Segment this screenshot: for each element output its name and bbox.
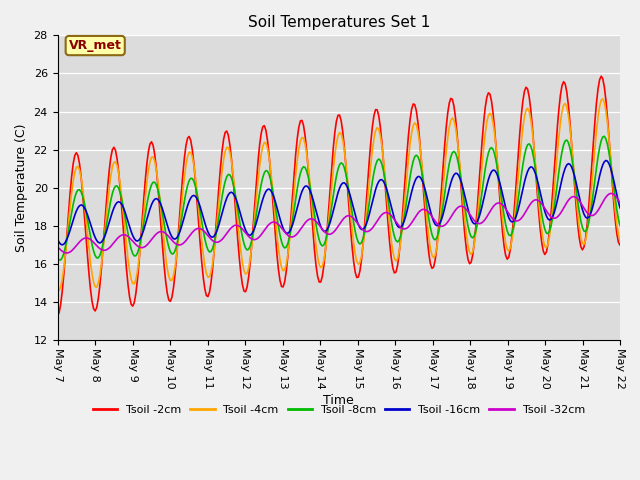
- Text: VR_met: VR_met: [68, 39, 122, 52]
- Tsoil -8cm: [242, 245, 250, 251]
- Tsoil -32cm: [63, 250, 71, 256]
- Tsoil -2cm: [597, 73, 605, 79]
- Tsoil -8cm: [616, 223, 624, 228]
- Tsoil -4cm: [124, 256, 132, 262]
- Tsoil -8cm: [251, 220, 259, 226]
- Tsoil -8cm: [124, 231, 132, 237]
- Y-axis label: Soil Temperature (C): Soil Temperature (C): [15, 124, 28, 252]
- Line: Tsoil -2cm: Tsoil -2cm: [58, 76, 620, 316]
- Tsoil -16cm: [223, 195, 230, 201]
- Tsoil -8cm: [57, 257, 65, 263]
- Tsoil -2cm: [616, 242, 624, 248]
- Tsoil -8cm: [223, 174, 230, 180]
- Tsoil -16cm: [301, 183, 309, 189]
- Tsoil -32cm: [223, 230, 230, 236]
- Line: Tsoil -8cm: Tsoil -8cm: [58, 136, 620, 260]
- Tsoil -16cm: [251, 224, 259, 230]
- Title: Soil Temperatures Set 1: Soil Temperatures Set 1: [248, 15, 430, 30]
- Tsoil -8cm: [301, 165, 309, 170]
- Tsoil -8cm: [600, 133, 608, 139]
- Tsoil -8cm: [54, 254, 61, 260]
- Tsoil -16cm: [242, 227, 250, 233]
- Tsoil -16cm: [616, 205, 624, 211]
- Tsoil -2cm: [300, 122, 307, 128]
- Line: Tsoil -16cm: Tsoil -16cm: [58, 160, 620, 245]
- Tsoil -4cm: [616, 237, 624, 243]
- Tsoil -2cm: [54, 313, 61, 319]
- Tsoil -2cm: [123, 266, 131, 272]
- Tsoil -4cm: [599, 96, 607, 102]
- Tsoil -16cm: [58, 242, 66, 248]
- Tsoil -32cm: [607, 191, 614, 196]
- Tsoil -4cm: [251, 211, 259, 217]
- Tsoil -2cm: [240, 288, 248, 294]
- Tsoil -32cm: [54, 244, 61, 250]
- Tsoil -2cm: [221, 130, 229, 135]
- Tsoil -32cm: [301, 220, 309, 226]
- Legend: Tsoil -2cm, Tsoil -4cm, Tsoil -8cm, Tsoil -16cm, Tsoil -32cm: Tsoil -2cm, Tsoil -4cm, Tsoil -8cm, Tsoi…: [88, 401, 589, 420]
- Tsoil -2cm: [585, 204, 593, 210]
- X-axis label: Time: Time: [323, 395, 354, 408]
- Tsoil -32cm: [586, 212, 594, 218]
- Tsoil -8cm: [586, 212, 594, 217]
- Tsoil -4cm: [55, 288, 63, 293]
- Tsoil -16cm: [586, 212, 594, 217]
- Tsoil -32cm: [251, 237, 259, 242]
- Tsoil -16cm: [602, 157, 610, 163]
- Tsoil -2cm: [250, 220, 257, 226]
- Line: Tsoil -4cm: Tsoil -4cm: [58, 99, 620, 290]
- Tsoil -4cm: [54, 287, 61, 293]
- Tsoil -4cm: [242, 271, 250, 277]
- Tsoil -32cm: [616, 200, 624, 206]
- Tsoil -16cm: [124, 219, 132, 225]
- Tsoil -4cm: [301, 141, 309, 146]
- Tsoil -16cm: [54, 237, 61, 242]
- Tsoil -4cm: [586, 201, 594, 206]
- Tsoil -32cm: [124, 234, 132, 240]
- Line: Tsoil -32cm: Tsoil -32cm: [58, 193, 620, 253]
- Tsoil -4cm: [223, 144, 230, 150]
- Tsoil -32cm: [242, 230, 250, 236]
